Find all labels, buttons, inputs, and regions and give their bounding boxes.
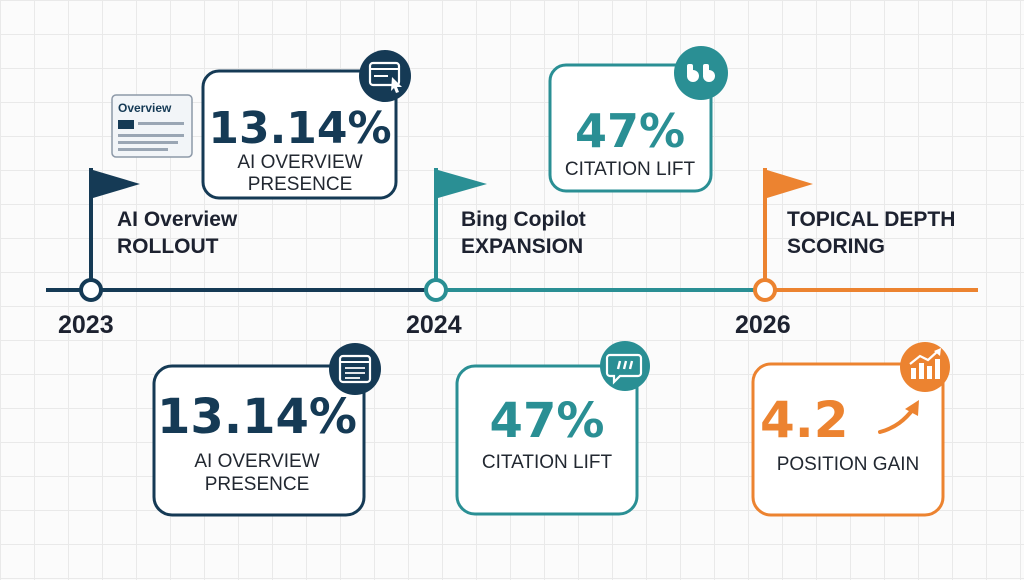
stat-caption-line1: CITATION LIFT: [482, 452, 613, 473]
stat-caption-line1: CITATION LIFT: [565, 159, 696, 180]
bottom-stat-card-citation-lift: 47% CITATION LIFT: [455, 341, 650, 516]
milestone-2024: Bing Copilot EXPANSION 2024: [406, 168, 586, 339]
milestone-2026: TOPICAL DEPTH SCORING 2026: [735, 168, 955, 339]
stat-caption-line2: PRESENCE: [205, 474, 310, 495]
top-stat-card-ai-overview: 13.14% AI OVERVIEW PRESENCE: [201, 50, 411, 200]
stat-value: 4.2: [760, 391, 849, 449]
stat-caption-line1: AI OVERVIEW: [194, 451, 319, 472]
event-label-line2: ROLLOUT: [117, 235, 219, 258]
year-label-2023: 2023: [58, 311, 114, 339]
event-label-line1: Bing Copilot: [461, 208, 586, 231]
timeline-node-2023: [79, 278, 103, 302]
quote-icon: [674, 46, 728, 100]
stat-caption-line1: POSITION GAIN: [777, 454, 920, 475]
browser-window-icon: [329, 343, 381, 395]
event-label-line2: EXPANSION: [461, 235, 583, 258]
bottom-stat-card-position-gain: 4.2 POSITION GAIN: [751, 342, 950, 517]
timeline-node-2026: [753, 278, 777, 302]
trend-arrow-icon: [878, 400, 919, 434]
flag-icon: [93, 170, 140, 198]
event-label-line1: TOPICAL DEPTH: [787, 208, 955, 231]
growth-chart-icon: [900, 342, 950, 392]
speech-quote-icon: [600, 341, 650, 391]
mini-card-label: Overview: [118, 101, 172, 115]
overview-mini-card: Overview: [111, 94, 193, 158]
top-stat-card-citation-lift: 47% CITATION LIFT: [548, 46, 728, 193]
stat-value: 13.14%: [208, 103, 391, 154]
stat-value: 47%: [490, 393, 605, 449]
flag-icon: [767, 170, 813, 198]
stat-value: 13.14%: [157, 389, 357, 445]
bottom-stat-card-ai-overview: 13.14% AI OVERVIEW PRESENCE: [152, 343, 381, 517]
year-label-2026: 2026: [735, 311, 791, 339]
stat-value: 47%: [575, 104, 685, 158]
event-label-line1: AI Overview: [117, 208, 238, 231]
browser-cursor-icon: [359, 50, 411, 102]
year-label-2024: 2024: [406, 311, 462, 339]
stat-caption-line2: PRESENCE: [248, 174, 353, 195]
milestone-2023: AI Overview ROLLOUT 2023: [58, 168, 238, 339]
flag-icon: [438, 170, 487, 198]
stat-caption-line1: AI OVERVIEW: [237, 152, 362, 173]
timeline-node-2024: [424, 278, 448, 302]
event-label-line2: SCORING: [787, 235, 885, 258]
